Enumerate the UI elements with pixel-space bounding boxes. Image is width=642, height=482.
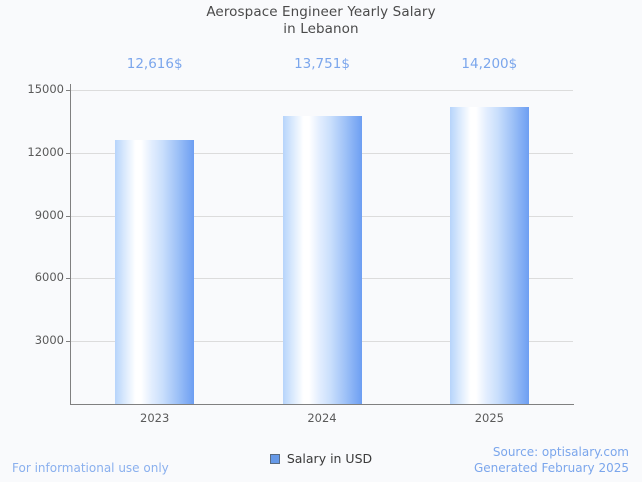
y-tick-mark (66, 278, 71, 280)
footnote-generated-line: Generated February 2025 (473, 460, 629, 475)
legend-label-salary-in-usd: Salary in USD (286, 451, 373, 466)
chart-title-line-2: in Lebanon (283, 21, 359, 37)
chart-title-line-1: Aerospace Engineer Yearly Salary (206, 4, 436, 20)
y-axis-line (70, 84, 71, 405)
y-tick-label: 3000 (34, 333, 64, 348)
footnote-source: Source: optisalary.com Generated Februar… (474, 445, 629, 476)
value-label-2025: 14,200$ (461, 56, 518, 72)
plot-area: 3000 6000 9000 12000 15000 (27, 83, 573, 404)
y-tick-label: 15000 (27, 82, 64, 96)
x-tick-label-2024: 2024 (307, 411, 337, 425)
y-tick-label: 9000 (34, 207, 64, 222)
x-tick-label-2025: 2025 (474, 411, 504, 425)
y-tick-mark (66, 152, 71, 154)
y-tick-mark (66, 90, 71, 91)
bar-2023[interactable] (115, 139, 195, 404)
value-label-2023: 12,616$ (126, 56, 183, 72)
y-tick-mark (66, 215, 71, 217)
footnote-source-line: Source: optisalary.com (492, 445, 629, 459)
x-axis-line (70, 404, 574, 406)
x-tick-label-2023: 2023 (140, 411, 170, 425)
footnote-disclaimer: For informational use only (12, 461, 169, 475)
bar-2025[interactable] (449, 106, 529, 404)
y-tick-label: 12000 (27, 144, 64, 159)
value-label-2024: 13,751$ (294, 56, 350, 72)
legend-swatch-salary-in-usd (269, 454, 280, 464)
chart-title: Aerospace Engineer Yearly Salary in Leba… (0, 4, 642, 38)
gridline (71, 90, 573, 91)
y-tick-label: 6000 (34, 270, 64, 285)
y-tick-mark (66, 341, 71, 343)
bar-2024[interactable] (282, 116, 362, 404)
chart-legend: Salary in USD (0, 452, 642, 466)
